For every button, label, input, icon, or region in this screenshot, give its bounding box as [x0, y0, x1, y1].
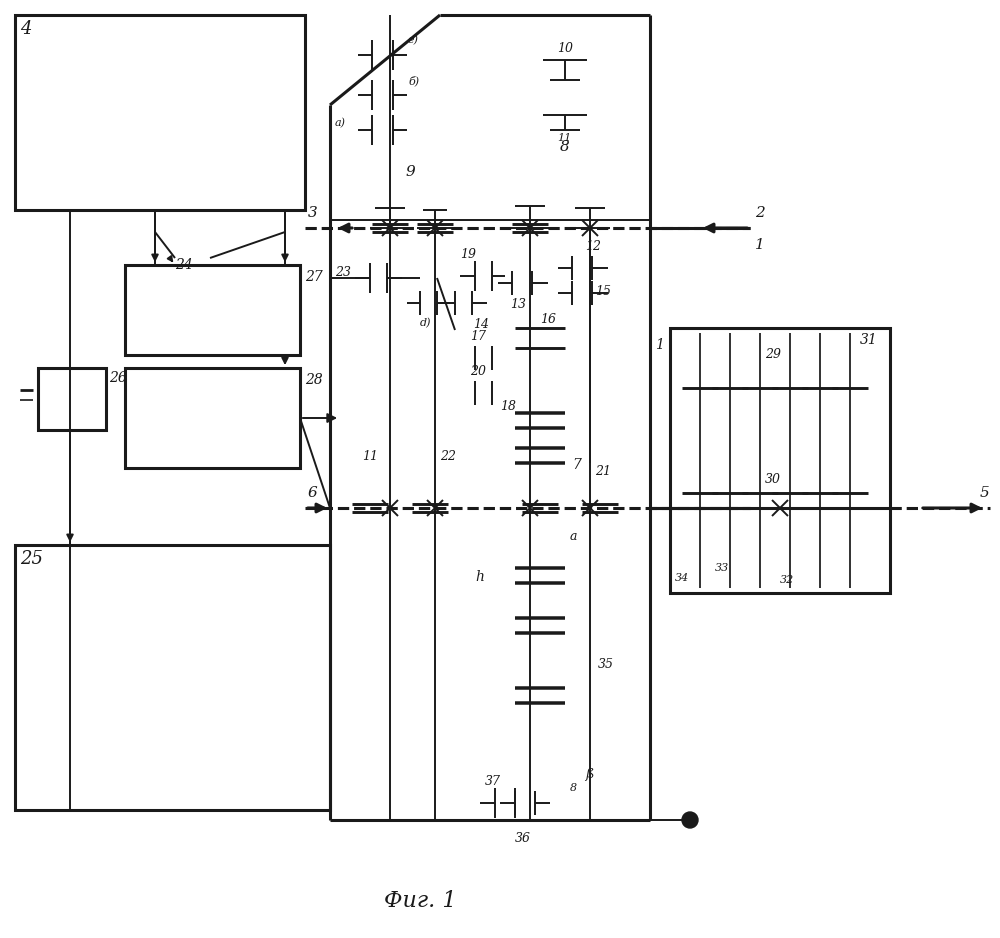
Text: 11: 11 — [557, 133, 571, 143]
Text: 31: 31 — [860, 333, 878, 347]
Text: 19: 19 — [460, 248, 476, 261]
Text: 21: 21 — [595, 465, 611, 478]
Text: 36: 36 — [515, 832, 531, 845]
Text: 2: 2 — [755, 206, 765, 220]
Text: 34: 34 — [675, 573, 689, 583]
Text: 15: 15 — [595, 285, 611, 298]
Text: 14: 14 — [473, 318, 489, 331]
Text: 23: 23 — [335, 266, 351, 279]
Text: h: h — [475, 570, 484, 584]
Text: 32: 32 — [780, 575, 794, 585]
Text: 18: 18 — [500, 400, 516, 413]
Text: a: a — [570, 530, 578, 543]
Text: 37: 37 — [485, 775, 501, 788]
Text: 13: 13 — [510, 298, 526, 311]
Text: 8: 8 — [570, 783, 577, 793]
Text: 16: 16 — [540, 313, 556, 326]
Text: 4: 4 — [20, 20, 32, 38]
Text: 5: 5 — [980, 486, 990, 500]
Text: 1: 1 — [755, 238, 765, 252]
Text: 30: 30 — [765, 473, 781, 486]
Text: 3: 3 — [308, 206, 318, 220]
Text: 1: 1 — [655, 338, 664, 352]
Bar — [38, 368, 106, 430]
Text: 27: 27 — [305, 270, 323, 284]
Text: 35: 35 — [598, 658, 614, 671]
Text: 12: 12 — [585, 240, 601, 253]
Bar — [15, 545, 330, 810]
Bar — [125, 368, 300, 468]
Text: 17: 17 — [470, 330, 486, 343]
Text: d): d) — [420, 318, 432, 328]
Text: 7: 7 — [572, 458, 581, 472]
Circle shape — [682, 812, 698, 828]
Text: 10: 10 — [557, 42, 573, 55]
Text: 28: 28 — [305, 373, 323, 387]
Text: 9: 9 — [405, 165, 415, 179]
Text: Фиг. 1: Фиг. 1 — [384, 890, 456, 912]
Text: 6: 6 — [308, 486, 318, 500]
Bar — [670, 328, 890, 593]
Text: 25: 25 — [20, 550, 43, 568]
Text: 8: 8 — [560, 140, 570, 154]
Text: б): б) — [408, 75, 419, 85]
Text: 24: 24 — [175, 258, 193, 272]
Text: 33: 33 — [715, 563, 729, 573]
Text: 22: 22 — [440, 450, 456, 463]
Text: a): a) — [335, 118, 346, 129]
Bar — [125, 265, 300, 355]
Text: 11: 11 — [362, 450, 378, 463]
Text: 29: 29 — [765, 348, 781, 361]
Text: 26: 26 — [109, 371, 127, 385]
Text: е): е) — [408, 35, 419, 45]
Text: 20: 20 — [470, 365, 486, 378]
Text: ß: ß — [585, 768, 593, 781]
Bar — [15, 15, 305, 210]
